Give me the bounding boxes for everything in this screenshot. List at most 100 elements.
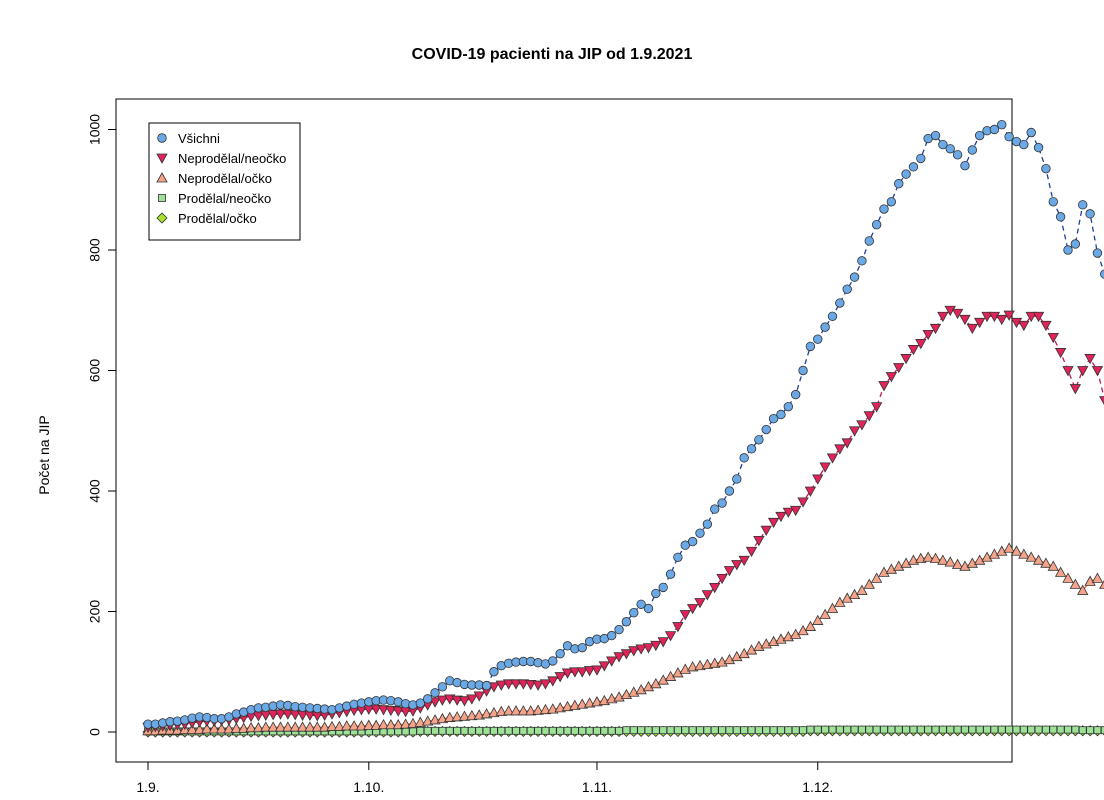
data-point	[215, 723, 228, 734]
data-point	[760, 525, 772, 536]
data-point	[946, 725, 955, 734]
data-point	[710, 504, 720, 514]
data-point	[672, 622, 684, 633]
data-point	[208, 723, 220, 734]
data-point	[657, 637, 669, 648]
x-tick-label: 1.11.	[582, 779, 612, 795]
legend-marker	[156, 172, 168, 183]
data-point	[607, 726, 616, 735]
data-point	[1033, 142, 1044, 153]
data-point	[636, 599, 646, 609]
data-point	[776, 409, 786, 420]
data-point	[731, 560, 743, 571]
data-point	[1042, 725, 1050, 734]
data-point	[481, 680, 492, 691]
data-point	[870, 402, 883, 413]
data-point	[900, 557, 912, 568]
data-point	[1047, 332, 1059, 344]
data-point	[186, 723, 198, 734]
chart-title: COVID-19 pacienti na JIP od 1.9.2021	[411, 46, 693, 63]
data-point	[1063, 245, 1073, 255]
data-point	[1099, 580, 1104, 589]
data-point	[526, 726, 535, 735]
data-point	[937, 311, 949, 323]
data-point	[651, 588, 661, 599]
legend-label: Neprodělal/neočko	[178, 151, 286, 166]
data-point	[944, 305, 956, 317]
data-point	[879, 204, 889, 214]
data-point	[548, 726, 557, 735]
y-tick-label: 800	[87, 238, 103, 262]
data-point	[894, 725, 903, 734]
data-point	[658, 582, 668, 593]
data-point	[635, 684, 647, 695]
data-point	[606, 630, 617, 641]
data-point	[525, 705, 537, 716]
data-point	[679, 610, 691, 621]
data-point	[1093, 726, 1102, 735]
data-point	[1062, 572, 1074, 583]
data-point	[591, 665, 603, 676]
data-point	[872, 725, 881, 734]
data-point	[643, 603, 654, 614]
data-point	[812, 614, 824, 625]
data-point	[952, 150, 963, 160]
data-point	[600, 726, 609, 735]
data-point	[1049, 725, 1058, 734]
data-point	[732, 726, 741, 735]
data-point	[1027, 725, 1036, 734]
data-point	[466, 694, 478, 705]
axes: 1.9. 1.10. 1.11. 1.12. 0 200 400 600 800 1000	[87, 114, 834, 795]
data-point	[723, 653, 736, 665]
data-point	[975, 725, 984, 734]
data-point	[1077, 584, 1089, 595]
data-point	[622, 726, 631, 735]
data-point	[848, 426, 861, 437]
x-tick-label: 1.9.	[136, 779, 159, 795]
data-point	[961, 725, 969, 734]
data-point	[930, 130, 941, 141]
data-point	[694, 598, 706, 609]
data-point	[997, 725, 1006, 734]
data-point	[924, 725, 933, 734]
data-point	[422, 694, 433, 704]
data-point	[466, 709, 478, 721]
data-point	[539, 703, 552, 715]
data-point	[570, 726, 579, 735]
data-point	[245, 721, 257, 733]
data-point	[585, 726, 594, 735]
data-point	[230, 722, 242, 733]
data-point	[701, 590, 714, 601]
data-point	[1069, 578, 1082, 589]
data-point	[775, 511, 787, 523]
x-tick-label: 1.10.	[353, 779, 384, 795]
data-point	[819, 608, 831, 619]
data-point	[238, 722, 250, 733]
data-point	[274, 721, 287, 732]
data-point	[377, 705, 390, 716]
data-point	[555, 648, 565, 659]
data-point	[201, 723, 213, 734]
data-point	[857, 256, 867, 266]
data-point	[681, 726, 690, 735]
data-point	[267, 721, 279, 732]
data-point	[453, 726, 462, 735]
data-point	[642, 680, 655, 692]
data-point	[613, 652, 625, 663]
data-point	[974, 554, 986, 565]
data-point	[534, 726, 542, 735]
data-point	[1091, 572, 1104, 583]
data-point	[767, 517, 780, 529]
data-point	[938, 139, 948, 150]
data-point	[953, 725, 962, 734]
data-point	[989, 124, 1000, 135]
data-point	[512, 726, 520, 735]
data-point	[856, 420, 868, 431]
data-point	[938, 725, 947, 734]
data-point	[909, 725, 918, 734]
data-point	[799, 726, 807, 735]
data-point	[409, 727, 417, 736]
data-point	[416, 726, 425, 735]
data-point	[777, 726, 785, 735]
data-point	[863, 578, 875, 589]
